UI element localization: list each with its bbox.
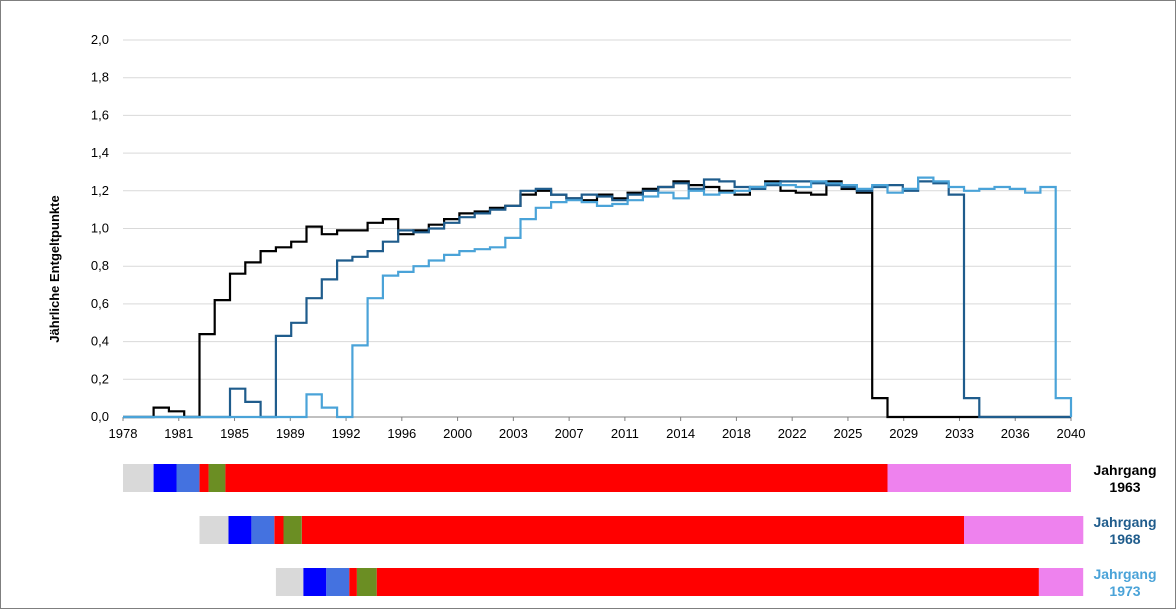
- series-line: [123, 176, 1073, 419]
- x-tick-label: 2018: [722, 426, 751, 441]
- timeline-segment: [153, 464, 177, 492]
- timeline-segment: [356, 568, 377, 596]
- series-lines: [123, 176, 1073, 419]
- timeline-segment: [887, 464, 1071, 492]
- y-tick-label: 0,8: [91, 258, 109, 273]
- x-tick-label: 2011: [611, 426, 639, 441]
- timeline-segment: [225, 464, 888, 492]
- axes: 0,0 0,2 0,4 0,6 0,8 1,0 1,2 1,4 1,6 1,8 2,0 1978 198…: [91, 32, 1086, 441]
- timeline-label-line2: 1973: [1109, 583, 1140, 599]
- y-tick-label: 0,0: [91, 409, 109, 424]
- y-tick-label: 2,0: [91, 32, 109, 47]
- timeline-segment: [376, 568, 1039, 596]
- y-tick-label: 1,0: [91, 221, 109, 236]
- y-tick-label: 0,2: [91, 371, 109, 386]
- timeline-segment: [303, 568, 327, 596]
- x-tick-label: 2036: [1001, 426, 1030, 441]
- y-tick-label: 1,6: [91, 107, 109, 122]
- timeline-segment: [326, 568, 350, 596]
- x-tick-label: 2029: [889, 426, 918, 441]
- x-tick-label: 2025: [833, 426, 862, 441]
- x-tick-label: 1985: [220, 426, 249, 441]
- timeline-segment: [275, 568, 304, 596]
- x-tick-label: 2022: [778, 426, 807, 441]
- series-line: [123, 180, 1071, 419]
- x-tick-label: 2007: [555, 426, 584, 441]
- timeline-segment: [274, 516, 284, 544]
- axis-labels: Jährliche Entgeltpunkte: [47, 195, 62, 342]
- timeline-segment: [228, 516, 252, 544]
- x-tick-label: 2014: [666, 426, 695, 441]
- x-tick-label: 1996: [387, 426, 416, 441]
- timeline-segment: [251, 516, 275, 544]
- x-tick-label: 1981: [164, 426, 193, 441]
- x-tick-label: 1978: [109, 426, 138, 441]
- timeline-segment: [208, 464, 226, 492]
- timeline-segment: [123, 464, 154, 492]
- gridlines: [123, 39, 1071, 380]
- x-tick-label: 2003: [499, 426, 528, 441]
- timeline-segment: [176, 464, 200, 492]
- timeline-segment: [199, 464, 209, 492]
- timeline-segment: [301, 516, 964, 544]
- x-tick-label: 2000: [443, 426, 472, 441]
- y-tick-label: 1,2: [91, 183, 109, 198]
- timeline-segment: [283, 516, 302, 544]
- timeline-label-line1: Jahrgang: [1093, 462, 1156, 478]
- y-tick-label: 1,4: [91, 145, 109, 160]
- timeline-label-line1: Jahrgang: [1093, 514, 1156, 530]
- series-line: [123, 178, 1071, 419]
- timeline-segment: [1038, 568, 1084, 596]
- y-tick-label: 0,4: [91, 334, 109, 349]
- timeline-segment: [964, 516, 1084, 544]
- y-tick-label: 1,8: [91, 70, 109, 85]
- timeline-segment: [199, 516, 229, 544]
- timeline-label-line1: Jahrgang: [1093, 566, 1156, 582]
- x-tick-label: 2040: [1057, 426, 1086, 441]
- x-tick-label: 1992: [332, 426, 361, 441]
- y-tick-label: 0,6: [91, 296, 109, 311]
- x-tick-label: 1989: [276, 426, 305, 441]
- y-axis-label: Jährliche Entgeltpunkte: [47, 195, 62, 342]
- timeline-segment: [349, 568, 357, 596]
- x-tick-label: 2033: [945, 426, 974, 441]
- timeline-label-line2: 1968: [1109, 531, 1140, 547]
- timeline-label-line2: 1963: [1109, 479, 1140, 495]
